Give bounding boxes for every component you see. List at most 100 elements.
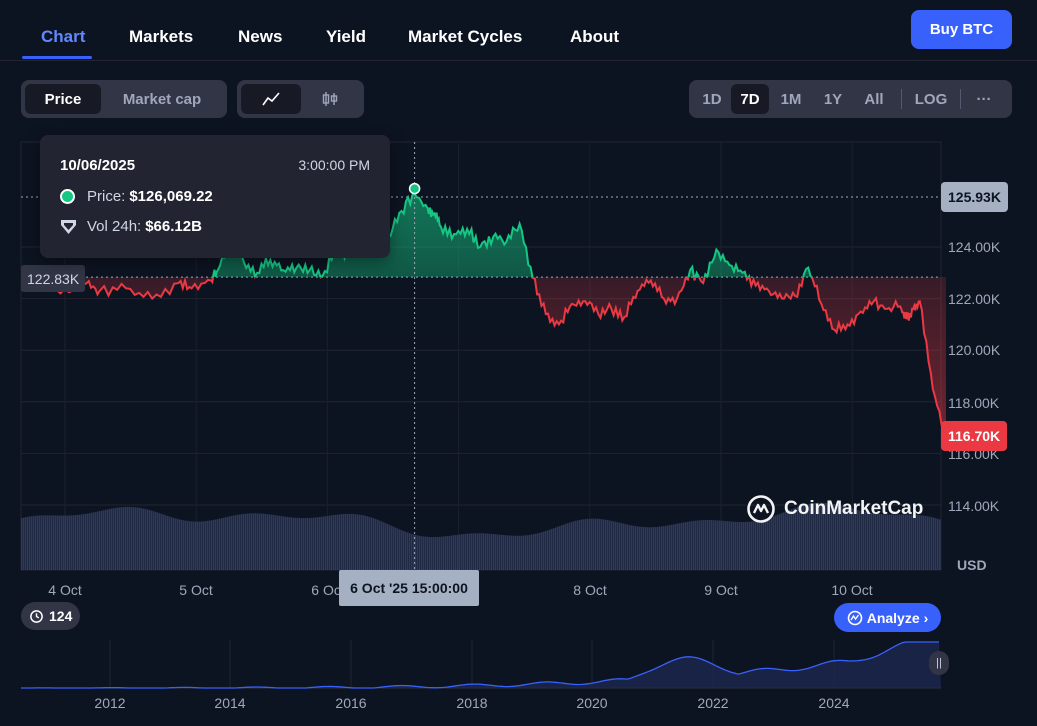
tab-markets[interactable]: Markets	[129, 27, 194, 46]
volume-bar	[197, 521, 199, 570]
volume-bar	[723, 520, 725, 570]
analyze-button[interactable]: Analyze ›	[834, 603, 941, 632]
volume-bar	[535, 533, 537, 570]
line-chart-button[interactable]	[241, 84, 301, 114]
tab-about[interactable]: About	[570, 27, 620, 46]
volume-bar	[451, 535, 453, 570]
tab-chart[interactable]: Chart	[41, 27, 86, 46]
tooltip-price-label: Price:	[87, 188, 126, 205]
volume-bar	[719, 520, 721, 570]
volume-bar	[155, 511, 157, 570]
volume-bar	[333, 515, 335, 570]
volume-bar	[79, 514, 81, 570]
volume-bar	[659, 526, 661, 570]
volume-bar	[683, 522, 685, 570]
x-tick-label: 4 Oct	[48, 582, 82, 598]
volume-bar	[695, 520, 697, 570]
volume-bar	[203, 521, 205, 570]
log-toggle[interactable]: LOG	[914, 90, 948, 108]
chevron-right-icon: ›	[923, 609, 929, 626]
tooltip-volume-row: Vol 24h: $66.12B	[60, 218, 202, 235]
volume-bar	[185, 520, 187, 570]
tab-yield[interactable]: Yield	[326, 27, 366, 46]
volume-bar	[689, 521, 691, 570]
overview-line	[21, 641, 939, 689]
volume-bar	[149, 510, 151, 570]
volume-bar	[621, 523, 623, 570]
volume-bar	[195, 521, 197, 570]
volume-bar	[299, 518, 301, 570]
volume-bar	[345, 513, 347, 570]
price-toggle[interactable]: Price	[25, 84, 101, 114]
volume-bar	[65, 515, 67, 570]
volume-bar	[161, 513, 163, 570]
range-1y[interactable]: 1Y	[823, 90, 843, 108]
volume-bar	[337, 514, 339, 570]
volume-bar	[509, 535, 511, 570]
volume-bar	[129, 506, 131, 570]
more-options-button[interactable]: ···	[976, 90, 992, 108]
volume-bar	[147, 509, 149, 570]
volume-bar	[493, 534, 495, 570]
volume-bar	[573, 521, 575, 570]
volume-bar	[501, 534, 503, 570]
volume-bar	[767, 518, 769, 570]
range-1d[interactable]: 1D	[702, 90, 722, 108]
overview-scroll-handle[interactable]: ||	[929, 651, 949, 675]
volume-bar	[303, 518, 305, 570]
volume-bar	[635, 526, 637, 570]
buy-btc-button[interactable]: Buy BTC	[911, 10, 1012, 49]
volume-bar	[127, 506, 129, 570]
volume-bar	[61, 515, 63, 570]
volume-bar	[157, 512, 159, 570]
volume-bar	[643, 527, 645, 570]
volume-bar	[765, 518, 767, 570]
history-badge[interactable]: 124	[21, 602, 81, 630]
volume-bar	[181, 519, 183, 570]
volume-bar	[385, 523, 387, 570]
volume-bar	[569, 522, 571, 570]
range-1m[interactable]: 1M	[780, 90, 802, 108]
volume-bar	[927, 516, 929, 570]
tab-market-cycles[interactable]: Market Cycles	[408, 27, 523, 46]
volume-bar	[729, 521, 731, 570]
tab-news[interactable]: News	[238, 27, 283, 46]
range-all[interactable]: All	[864, 90, 884, 108]
volume-bar	[293, 517, 295, 570]
volume-bar	[763, 519, 765, 570]
range-7d[interactable]: 7D	[731, 84, 769, 114]
volume-bar	[389, 525, 391, 570]
top-nav: Chart Markets News Yield Market Cycles A…	[0, 0, 1037, 61]
volume-bar	[311, 517, 313, 570]
volume-bar	[533, 534, 535, 570]
volume-bar	[593, 518, 595, 570]
marketcap-toggle[interactable]: Market cap	[122, 90, 202, 108]
volume-bar	[471, 533, 473, 570]
volume-bar	[53, 515, 55, 570]
reference-price-tag: 122.83K	[21, 265, 86, 292]
volume-bar	[373, 518, 375, 570]
volume-bar	[279, 515, 281, 570]
volume-bar	[305, 518, 307, 570]
volume-bar	[713, 520, 715, 570]
volume-bar	[315, 517, 317, 570]
candlestick-button[interactable]	[301, 84, 361, 114]
volume-bar	[753, 521, 755, 570]
volume-bar	[75, 515, 77, 570]
volume-bar	[33, 515, 35, 570]
volume-bar	[215, 519, 217, 570]
volume-bar	[491, 533, 493, 570]
volume-bar	[259, 513, 261, 570]
volume-bar	[319, 516, 321, 570]
volume-bar	[679, 523, 681, 570]
volume-bar	[191, 521, 193, 570]
x-tick-label: 5 Oct	[179, 582, 213, 598]
volume-bar	[613, 521, 615, 570]
volume-bar	[703, 520, 705, 570]
volume-bar	[473, 533, 475, 570]
volume-bar	[353, 514, 355, 570]
x-tick-label: 10 Oct	[831, 582, 873, 598]
volume-bar	[271, 514, 273, 570]
volume-bar	[517, 535, 519, 570]
volume-bar	[741, 522, 743, 570]
